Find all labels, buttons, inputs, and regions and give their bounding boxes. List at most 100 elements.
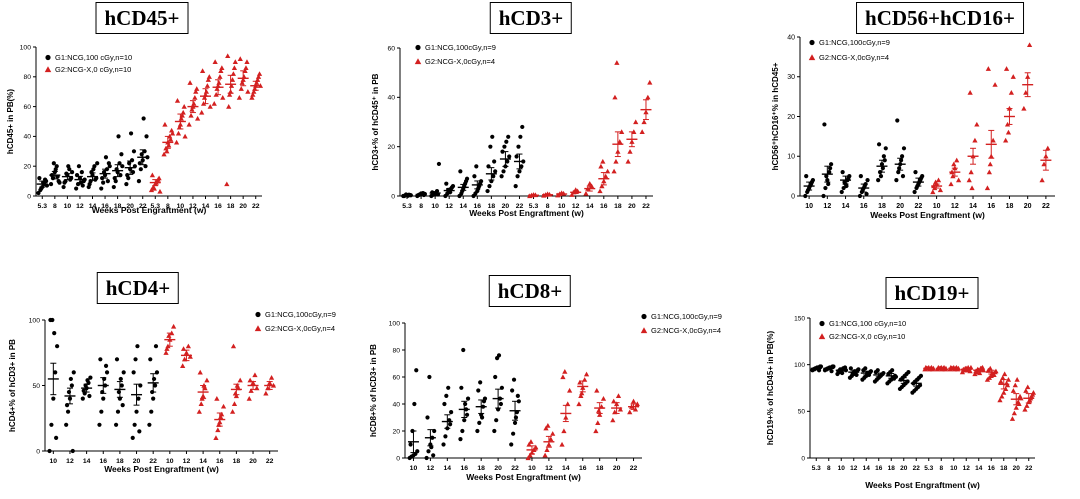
x-axis-label: Weeks Post Engraftment (w)	[104, 464, 219, 474]
data-point	[485, 188, 490, 194]
data-point	[161, 151, 167, 157]
data-point	[1001, 390, 1007, 395]
data-point	[1030, 390, 1037, 395]
data-point	[48, 181, 54, 187]
data-point	[991, 372, 997, 378]
data-point	[559, 441, 565, 447]
data-point	[822, 122, 827, 127]
data-point	[231, 65, 238, 70]
data-point	[898, 158, 904, 163]
data-point	[1024, 403, 1030, 408]
data-point	[226, 103, 232, 109]
x-tick-label: 5.3	[151, 203, 161, 210]
data-point	[121, 370, 126, 375]
legend-entry: G1:NCG,100cGy,n=9	[819, 38, 890, 47]
x-tick-label: 10	[933, 203, 941, 210]
data-point	[138, 167, 143, 172]
data-point	[426, 449, 431, 454]
legend-marker	[819, 320, 825, 327]
y-axis-label: hCD8+% of hCD3+ in PB	[369, 344, 378, 437]
data-point	[131, 149, 137, 154]
data-point	[955, 177, 962, 183]
data-point	[598, 163, 604, 169]
data-point	[118, 376, 123, 382]
x-tick-label: 16	[875, 465, 883, 472]
x-axis-label: Weeks Post Engraftment (w)	[469, 208, 584, 218]
data-point	[478, 380, 483, 385]
data-point	[191, 100, 197, 106]
data-point	[219, 65, 225, 70]
data-point	[169, 130, 176, 136]
data-point	[627, 409, 633, 415]
data-point	[599, 183, 605, 189]
x-tick-label: 22	[266, 458, 274, 465]
x-tick-label: 14	[863, 465, 871, 472]
x-tick-label: 20	[900, 465, 908, 472]
data-point	[595, 420, 601, 425]
data-point	[250, 92, 256, 97]
data-point	[990, 137, 996, 143]
x-tick-label: 10	[410, 465, 418, 472]
data-point	[998, 378, 1004, 384]
data-point	[543, 425, 549, 431]
data-point	[55, 344, 60, 349]
data-point	[87, 181, 92, 187]
chart-panel-hcd3: 0 20 40 60 5.3 8 10 12 14 16 18 20 22 5.3 8 10 12 14 16 18 2…	[360, 0, 705, 245]
x-tick-label: 22	[642, 203, 650, 210]
y-tick-label: 150	[794, 315, 805, 322]
data-point	[504, 139, 509, 144]
x-tick-label: 22	[139, 203, 147, 210]
x-tick-label: 16	[988, 465, 996, 472]
data-point	[512, 420, 518, 425]
data-point	[633, 119, 639, 125]
data-point	[255, 74, 262, 79]
data-point	[51, 396, 56, 401]
data-point	[1005, 376, 1012, 382]
data-point	[70, 448, 75, 454]
x-tick-label: 20	[502, 203, 510, 210]
data-point	[246, 395, 252, 401]
x-tick-label: 16	[474, 203, 482, 210]
data-point	[1022, 406, 1028, 412]
data-point	[88, 375, 93, 380]
data-point	[878, 174, 884, 179]
y-tick-label: 20	[23, 164, 31, 171]
data-point	[238, 86, 244, 91]
x-tick-label: 14	[969, 203, 977, 210]
data-point	[214, 395, 220, 401]
x-tick-label: 22	[914, 203, 922, 210]
data-point	[492, 428, 497, 434]
data-point	[619, 129, 625, 134]
data-point	[613, 158, 619, 164]
x-tick-label: 8	[166, 203, 170, 210]
data-point	[858, 174, 863, 179]
data-point	[634, 401, 640, 407]
data-point	[412, 401, 417, 407]
data-point	[610, 417, 616, 423]
data-point	[600, 158, 606, 164]
data-point	[596, 408, 602, 413]
x-tick-label: 16	[579, 465, 587, 472]
data-point	[968, 364, 974, 370]
data-point	[1026, 42, 1033, 48]
chart-panel-hcd45: 0 20 40 60 80 100 5.3 8 10 12 14 16 18 20 22 5.3 8 10 12 14…	[0, 0, 345, 245]
x-tick-label: 12	[189, 203, 197, 210]
data-point	[87, 393, 92, 399]
y-tick-label: 0	[27, 193, 31, 200]
legend-entry: G2:NCG-X,0cGy,n=4	[425, 57, 495, 66]
data-point	[95, 161, 100, 166]
x-tick-label: 5.3	[812, 465, 821, 472]
data-point	[550, 431, 556, 436]
x-tick-label: 20	[249, 458, 257, 465]
x-tick-label: 14	[562, 465, 570, 472]
data-point	[566, 387, 573, 393]
data-point	[1010, 388, 1016, 393]
x-tick-label: 8	[546, 203, 550, 210]
x-tick-label: 20	[628, 203, 636, 210]
x-axis-label: Weeks Post Engraftment (w)	[870, 210, 985, 220]
data-point	[992, 82, 998, 87]
x-tick-label: 5.3	[529, 203, 539, 210]
x-tick-label: 12	[951, 203, 959, 210]
data-point	[827, 170, 832, 175]
data-point	[249, 95, 255, 100]
